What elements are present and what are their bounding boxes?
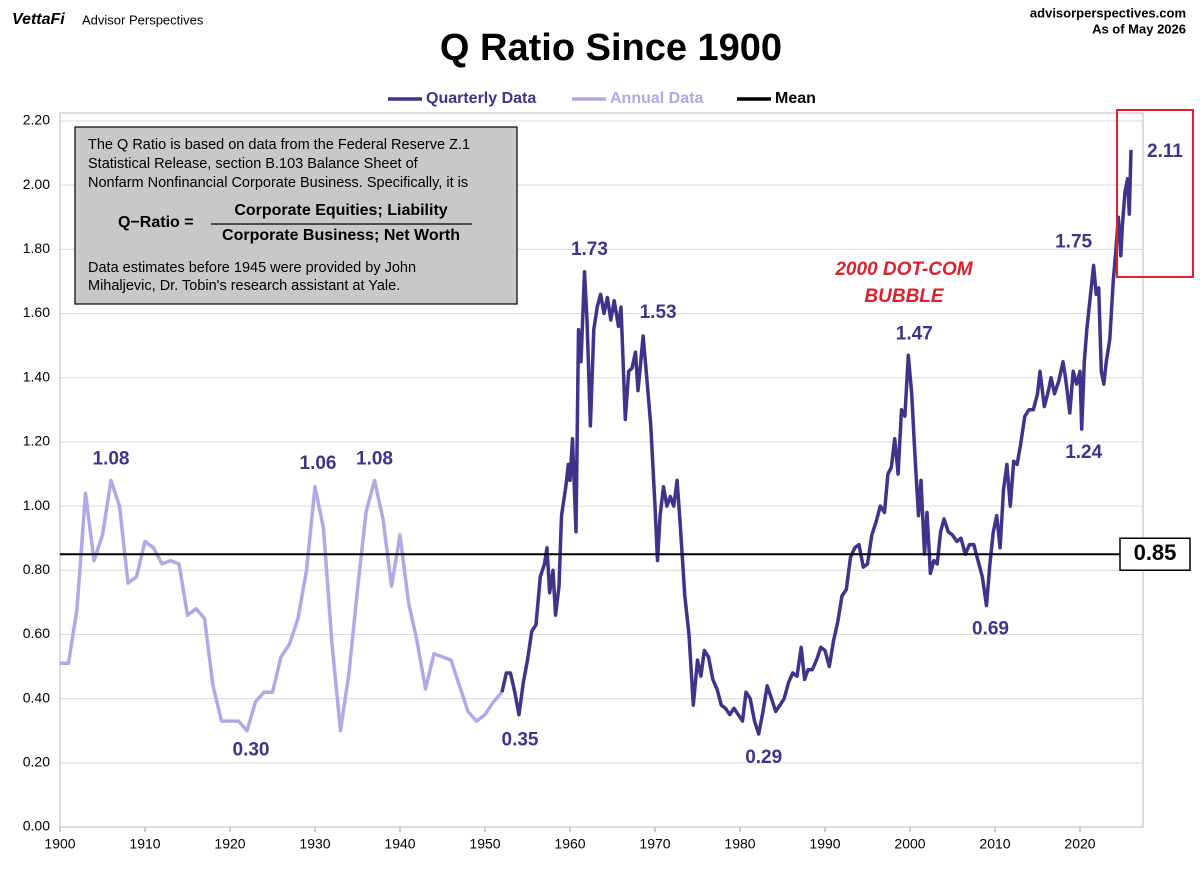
x-tick-label: 1940 xyxy=(384,836,415,852)
info-box-bg xyxy=(74,126,518,305)
info-box: The Q Ratio is based on data from the Fe… xyxy=(74,126,518,305)
lines xyxy=(60,149,1133,736)
annotation: 1.53 xyxy=(640,302,677,323)
y-tick-label: 1.80 xyxy=(23,240,50,256)
x-tick-label: 1930 xyxy=(299,836,330,852)
series-line xyxy=(60,478,504,733)
y-tick-label: 1.20 xyxy=(23,433,50,449)
annotation: 0.69 xyxy=(972,619,1009,640)
formula-label: Q−Ratio = xyxy=(118,214,194,231)
annotation: 1.08 xyxy=(356,448,393,469)
y-tick-label: 0.40 xyxy=(23,689,50,705)
formula-numerator: Corporate Equities; Liability xyxy=(234,202,447,219)
formula-denominator: Corporate Business; Net Worth xyxy=(222,227,460,244)
annotation: 1.06 xyxy=(300,453,337,474)
annotation: 1.47 xyxy=(896,323,933,344)
legend-label: Mean xyxy=(775,90,816,107)
note-line: Statistical Release, section B.103 Balan… xyxy=(88,156,419,172)
callout: BUBBLE xyxy=(864,286,944,307)
annotation: 1.75 xyxy=(1055,231,1092,252)
note-line: Nonfarm Nonfinancial Corporate Business.… xyxy=(88,175,468,191)
annotation: 1.73 xyxy=(571,239,608,260)
x-tick-label: 1990 xyxy=(809,836,840,852)
legend-label: Annual Data xyxy=(610,90,703,107)
brand: Advisor Perspectives xyxy=(82,12,204,27)
annotation: 0.29 xyxy=(745,747,782,768)
date: As of May 2026 xyxy=(1092,21,1186,36)
logo: VettaFi xyxy=(12,11,65,28)
x-tick-label: 1920 xyxy=(214,836,245,852)
annotation: 0.35 xyxy=(502,730,539,751)
plot-frame xyxy=(59,112,1144,828)
callout: 2000 DOT-COM xyxy=(834,259,973,280)
highlight-box xyxy=(1116,109,1194,278)
x-tick-label: 1980 xyxy=(724,836,755,852)
y-tick-label: 1.00 xyxy=(23,497,50,513)
annotation: 2.11 xyxy=(1147,141,1183,162)
y-tick-label: 1.40 xyxy=(23,368,50,384)
y-tick-label: 2.20 xyxy=(23,112,50,128)
note-footer: Data estimates before 1945 were provided… xyxy=(88,260,416,276)
note-footer: Mihaljevic, Dr. Tobin's research assista… xyxy=(88,278,400,294)
y-tick-label: 0.00 xyxy=(23,818,50,834)
annotation: 0.30 xyxy=(233,740,270,761)
legend: Quarterly Data Annual Data Mean xyxy=(388,90,816,107)
site: advisorperspectives.com xyxy=(1030,5,1186,20)
x-tick-label: 1960 xyxy=(554,836,585,852)
annotation: 1.08 xyxy=(93,448,130,469)
annotation: 1.24 xyxy=(1065,442,1102,463)
mean-box xyxy=(1119,537,1191,571)
y-tick-label: 2.00 xyxy=(23,176,50,192)
x-tick-label: 1970 xyxy=(639,836,670,852)
legend-label: Quarterly Data xyxy=(426,90,536,107)
y-tick-label: 0.80 xyxy=(23,561,50,577)
grid xyxy=(59,120,1143,832)
x-tick-label: 1910 xyxy=(129,836,160,852)
y-tick-label: 0.60 xyxy=(23,625,50,641)
chart-title: Q Ratio Since 1900 xyxy=(440,27,782,69)
y-tick-label: 0.20 xyxy=(23,754,50,770)
x-tick-label: 1900 xyxy=(44,836,75,852)
x-tick-label: 2020 xyxy=(1064,836,1095,852)
x-tick-label: 1950 xyxy=(469,836,500,852)
mean-label: 0.85 xyxy=(1134,540,1177,565)
x-tick-label: 2000 xyxy=(894,836,925,852)
note-line: The Q Ratio is based on data from the Fe… xyxy=(88,137,470,153)
y-tick-label: 1.60 xyxy=(23,304,50,320)
x-tick-label: 2010 xyxy=(979,836,1010,852)
series-line xyxy=(500,149,1133,736)
